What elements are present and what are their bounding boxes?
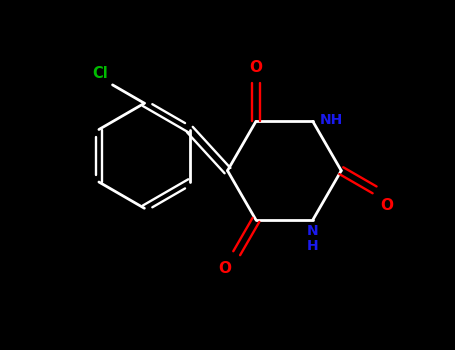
Text: O: O: [380, 198, 393, 213]
Text: N: N: [307, 224, 318, 238]
Text: NH: NH: [320, 113, 343, 127]
Text: Cl: Cl: [92, 66, 108, 82]
Text: O: O: [249, 60, 263, 75]
Text: H: H: [307, 239, 318, 253]
Text: O: O: [218, 261, 232, 276]
